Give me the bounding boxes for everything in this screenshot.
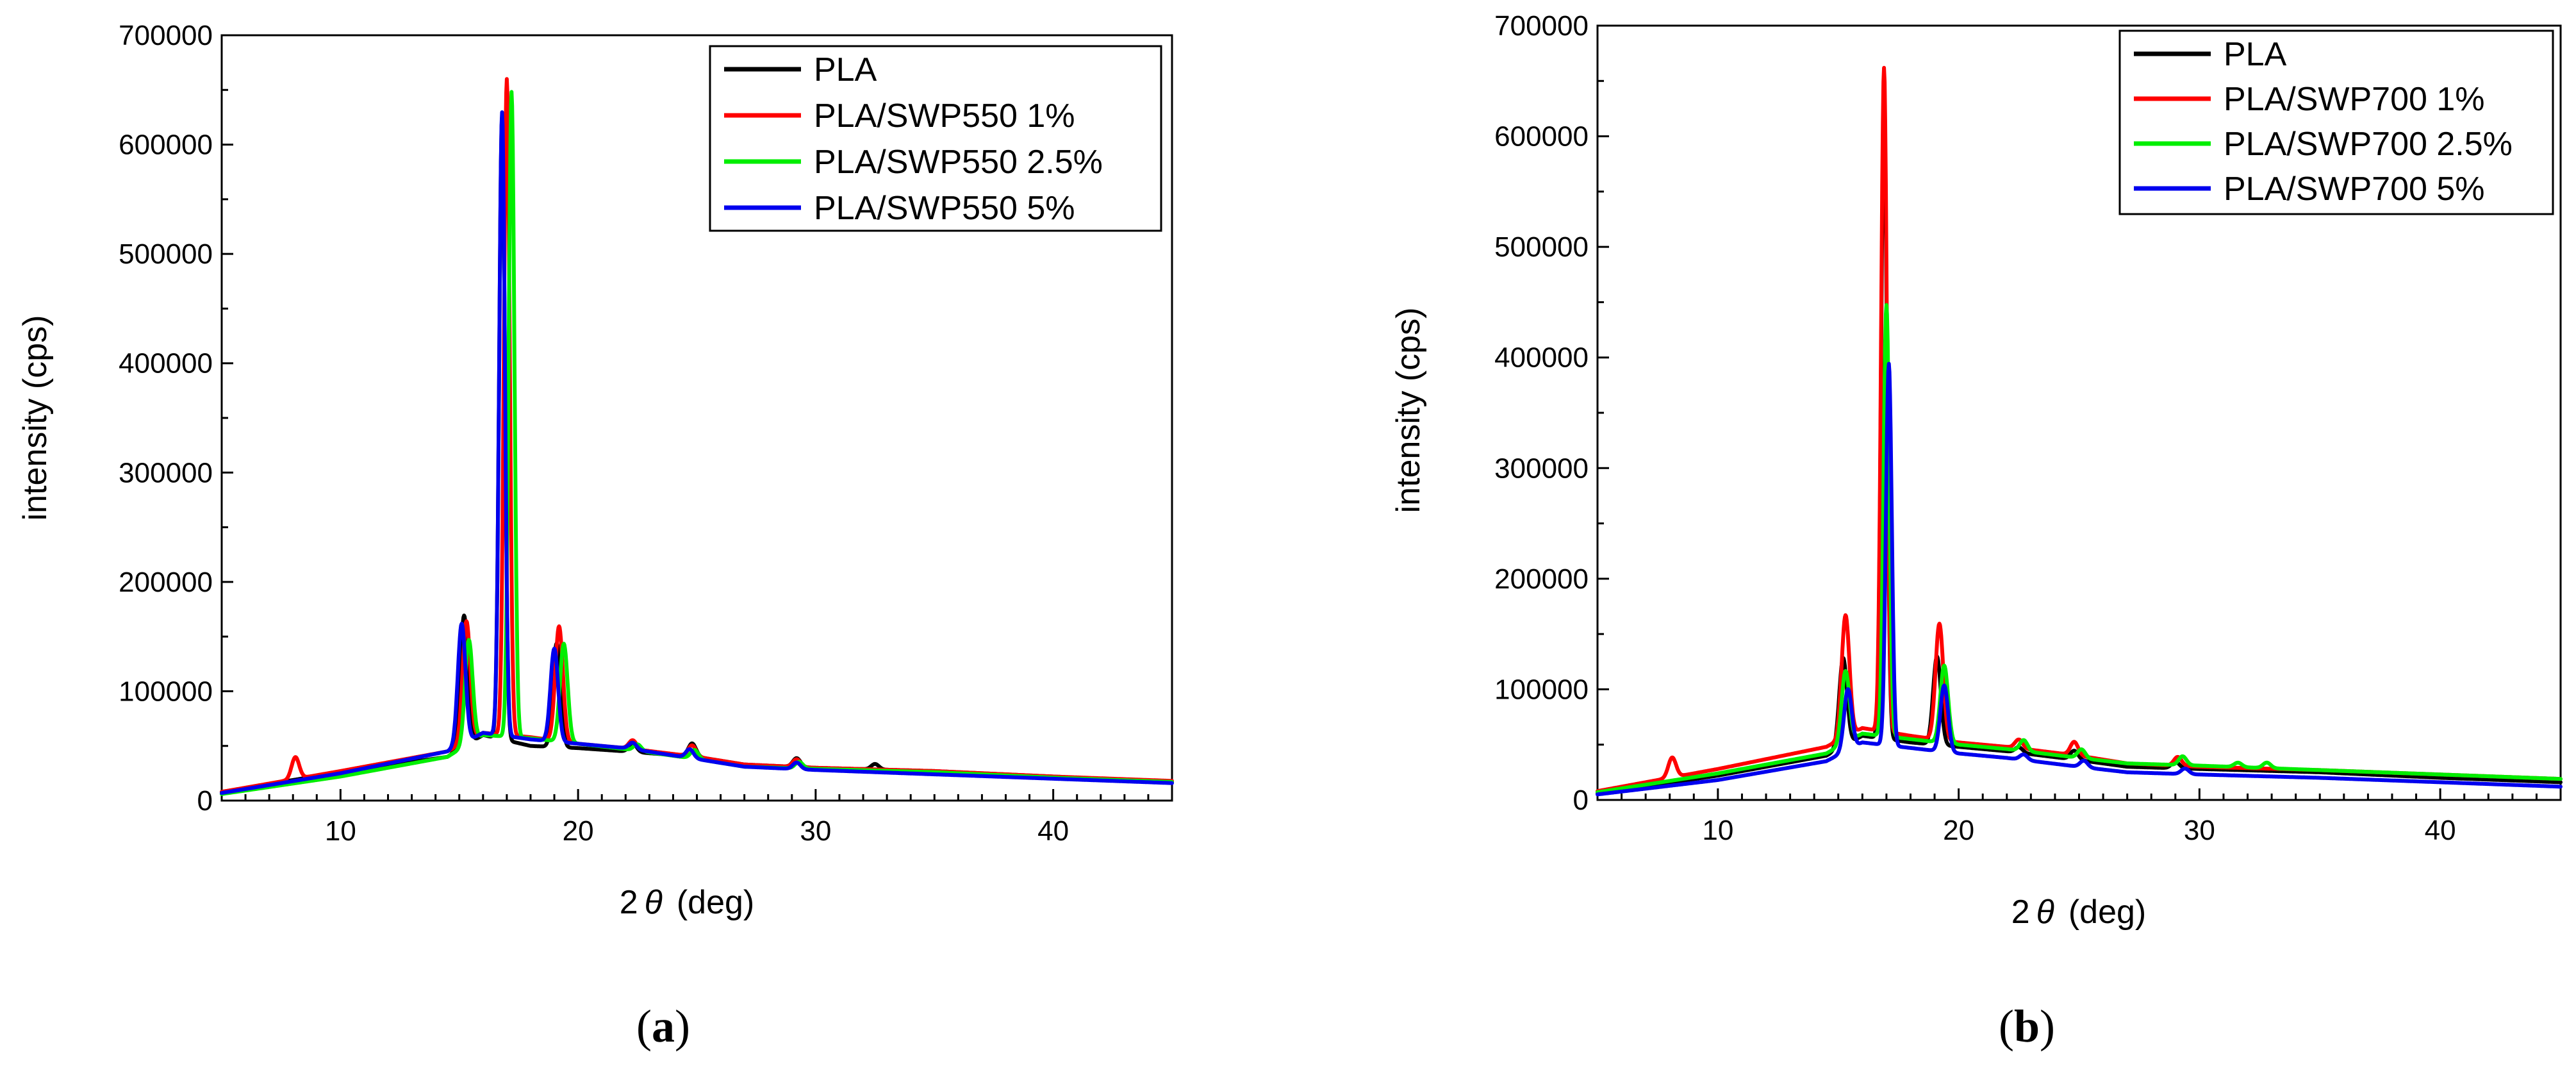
x-tick-label: 10	[1702, 815, 1733, 846]
x-tick-label: 40	[2425, 815, 2456, 846]
axes-ticks-a: 0 100000 200000 300000 400000 500000 600000 700…	[119, 20, 1173, 847]
y-axis-label-a: intensity (cps)	[17, 315, 54, 521]
y-tick-label: 400000	[1494, 342, 1589, 374]
series-group-a	[220, 77, 1174, 796]
y-tick-label: 700000	[1494, 10, 1589, 42]
legend-label: PLA	[2224, 36, 2287, 73]
y-tick-label: 100000	[119, 676, 213, 707]
chart-panel-a: 0 100000 200000 300000 400000 500000 600000 700…	[17, 20, 1174, 1052]
y-tick-label: 500000	[119, 238, 213, 270]
series-line-a-3	[220, 110, 1174, 795]
legend-label: PLA/SWP700 5%	[2224, 171, 2485, 208]
sub-caption-a: (a)	[636, 1001, 690, 1052]
y-tick-label: 700000	[119, 20, 213, 51]
series-line-b-2	[1596, 303, 2563, 794]
series-line-b-3	[1596, 362, 2563, 797]
x-tick-label: 40	[1037, 815, 1069, 847]
y-tick-label: 400000	[119, 348, 213, 379]
legend-b: PLA PLA/SWP700 1% PLA/SWP700 2.5% PLA/SWP70…	[2118, 29, 2554, 215]
legend-box-b	[2118, 29, 2554, 215]
y-tick-label: 0	[1573, 785, 1589, 816]
y-tick-label: 0	[197, 785, 213, 817]
chart-panel-b: 0 100000 200000 300000 400000 500000 600000 700…	[1390, 10, 2563, 1052]
y-tick-label: 300000	[119, 457, 213, 488]
series-group-b	[1596, 65, 2563, 797]
y-tick-label: 300000	[1494, 453, 1589, 484]
y-tick-label: 500000	[1494, 231, 1589, 263]
legend-label: PLA/SWP550 5%	[814, 190, 1075, 227]
legend-label: PLA/SWP700 1%	[2224, 81, 2485, 118]
series-line-b-0	[1596, 106, 2563, 795]
y-tick-label: 200000	[1494, 563, 1589, 595]
x-tick-label: 20	[563, 815, 594, 847]
legend-label: PLA	[814, 51, 877, 88]
y-tick-label: 600000	[119, 129, 213, 161]
legend-label: PLA/SWP700 2.5%	[2224, 126, 2513, 163]
x-tick-label: 30	[800, 815, 831, 847]
sub-caption-b: (b)	[1999, 1001, 2055, 1052]
legend-label: PLA/SWP550 2.5%	[814, 144, 1103, 181]
legend-a: PLA PLA/SWP550 1% PLA/SWP550 2.5% PLA/SWP55…	[709, 45, 1162, 232]
y-tick-label: 100000	[1494, 674, 1589, 705]
axes-ticks-b: 0 100000 200000 300000 400000 500000 600000 700…	[1494, 10, 2562, 846]
x-axis-label-b: 2 θ (deg)	[2011, 894, 2147, 931]
y-tick-label: 200000	[119, 567, 213, 598]
legend-box-a	[709, 45, 1162, 232]
y-axis-label-b: intensity (cps)	[1390, 308, 1427, 513]
x-tick-label: 30	[2184, 815, 2215, 846]
y-tick-label: 600000	[1494, 121, 1589, 153]
x-tick-label: 10	[325, 815, 356, 847]
legend-label: PLA/SWP550 1%	[814, 97, 1075, 135]
x-axis-label-a: 2 θ (deg)	[620, 884, 755, 921]
x-tick-label: 20	[1943, 815, 1974, 846]
